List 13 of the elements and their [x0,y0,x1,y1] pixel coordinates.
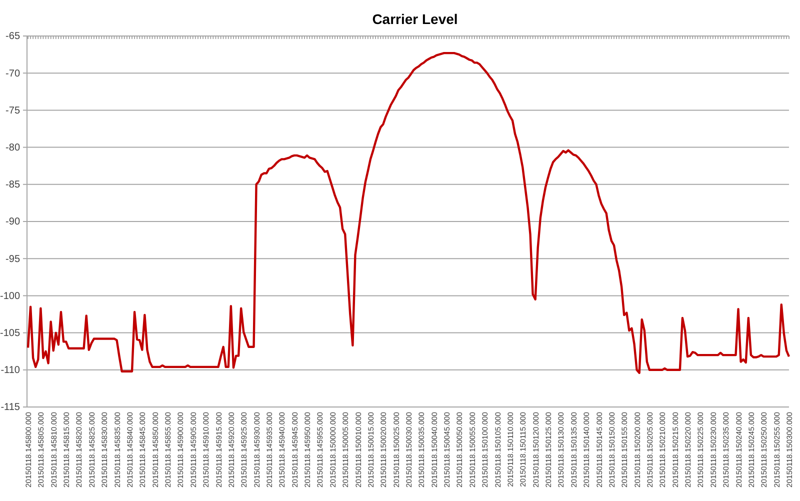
y-tick-label: -80 [6,142,20,154]
y-tick-label: -100 [0,290,20,302]
y-tick-label: -95 [6,254,20,265]
y-tick-label: -90 [6,216,20,228]
y-tick-label: -75 [6,105,20,116]
y-tick-label: -65 [6,31,20,42]
line-series [26,52,790,374]
y-tick-label: -70 [6,68,20,80]
chart-title: Carrier Level [372,11,458,27]
y-tick-label: -110 [0,365,20,376]
y-tick-label: -105 [0,328,20,339]
y-tick-label: -85 [6,180,20,191]
y-tick-label: -115 [0,402,20,414]
